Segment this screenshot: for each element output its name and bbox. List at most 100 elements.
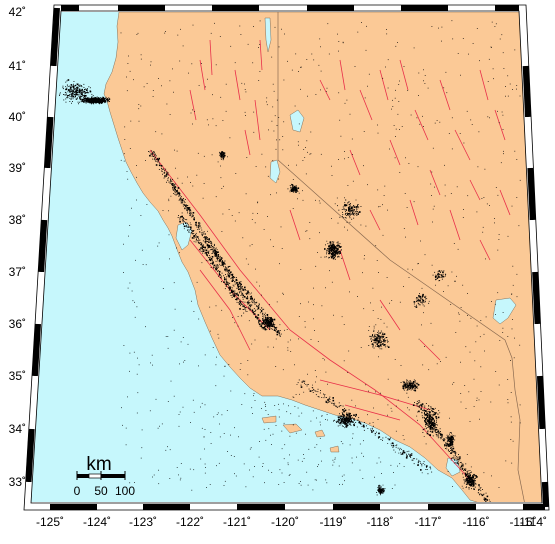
earthquake-event — [403, 383, 405, 385]
earthquake-event — [512, 440, 514, 442]
earthquake-event — [261, 322, 262, 324]
earthquake-event — [101, 97, 103, 99]
earthquake-event — [292, 189, 294, 191]
earthquake-event — [302, 199, 304, 201]
earthquake-event — [489, 501, 490, 502]
earthquake-event — [70, 84, 73, 86]
earthquake-event — [448, 440, 449, 442]
earthquake-event — [81, 99, 83, 101]
earthquake-event — [214, 249, 215, 251]
earthquake-event — [269, 319, 270, 320]
earthquake-event — [497, 249, 499, 251]
earthquake-event — [357, 204, 359, 205]
earthquake-event — [444, 444, 446, 445]
earthquake-event — [336, 249, 338, 251]
earthquake-event — [400, 365, 402, 366]
earthquake-event — [400, 452, 402, 454]
earthquake-event — [230, 45, 232, 47]
earthquake-event — [447, 471, 449, 472]
earthquake-event — [66, 84, 68, 86]
earthquake-event — [188, 226, 189, 228]
earthquake-event — [347, 212, 348, 214]
earthquake-event — [262, 318, 263, 319]
earthquake-event — [168, 198, 170, 200]
earthquake-event — [62, 85, 64, 87]
earthquake-event — [302, 190, 303, 192]
earthquake-event — [472, 483, 474, 485]
earthquake-event — [377, 335, 380, 337]
earthquake-event — [384, 490, 385, 492]
earthquake-event — [198, 239, 200, 241]
earthquake-event — [196, 174, 198, 176]
earthquake-event — [190, 224, 192, 226]
earthquake-event — [427, 420, 429, 422]
earthquake-event — [438, 433, 440, 435]
earthquake-event — [380, 490, 382, 492]
earthquake-event — [382, 491, 384, 493]
earthquake-event — [405, 387, 407, 389]
earthquake-event — [453, 462, 455, 464]
earthquake-event — [238, 295, 239, 297]
earthquake-event — [134, 301, 135, 303]
earthquake-event — [222, 151, 224, 153]
earthquake-event — [340, 423, 342, 425]
earthquake-event — [249, 306, 251, 308]
earthquake-event — [250, 298, 252, 300]
earthquake-event — [268, 323, 270, 325]
earthquake-event — [349, 208, 351, 210]
earthquake-event — [335, 252, 337, 254]
earthquake-event — [471, 482, 472, 484]
earthquake-event — [402, 381, 404, 383]
earthquake-event — [373, 407, 374, 409]
earthquake-event — [91, 100, 93, 102]
earthquake-event — [438, 435, 440, 437]
earthquake-event — [335, 246, 337, 248]
earthquake-event — [378, 437, 379, 439]
earthquake-event — [108, 99, 110, 100]
earthquake-event — [265, 328, 266, 330]
earthquake-event — [257, 213, 258, 214]
earthquake-event — [418, 300, 420, 302]
earthquake-event — [100, 97, 102, 99]
earthquake-event — [332, 253, 333, 255]
earthquake-event — [476, 400, 478, 401]
earthquake-event — [263, 317, 265, 319]
earthquake-event — [242, 309, 244, 310]
earthquake-event — [217, 270, 218, 272]
earthquake-event — [244, 286, 246, 289]
earthquake-event — [404, 385, 406, 387]
earthquake-event — [424, 413, 426, 415]
earthquake-event — [301, 381, 303, 383]
earthquake-event — [200, 250, 202, 252]
earthquake-event — [421, 287, 423, 289]
earthquake-event — [428, 405, 430, 407]
earthquake-event — [402, 387, 404, 389]
earthquake-event — [235, 277, 237, 278]
earthquake-event — [225, 274, 226, 275]
earthquake-event — [416, 300, 417, 302]
earthquake-event — [474, 474, 476, 476]
earthquake-event — [323, 397, 325, 399]
earthquake-event — [363, 425, 365, 428]
earthquake-event — [474, 489, 475, 490]
earthquake-event — [216, 264, 218, 266]
earthquake-event — [411, 385, 413, 387]
earthquake-event — [346, 212, 348, 214]
earthquake-event — [152, 155, 154, 157]
earthquake-event — [83, 102, 85, 103]
earthquake-event — [197, 241, 199, 243]
earthquake-event — [184, 199, 186, 200]
earthquake-event — [332, 252, 333, 254]
earthquake-event — [471, 488, 472, 490]
earthquake-event — [453, 435, 454, 437]
earthquake-event — [214, 253, 215, 254]
earthquake-event — [180, 217, 182, 219]
earthquake-event — [229, 292, 231, 294]
earthquake-event — [246, 297, 249, 300]
earthquake-event — [174, 192, 176, 194]
earthquake-event — [205, 467, 206, 468]
earthquake-event — [72, 95, 74, 98]
earthquake-event — [243, 296, 246, 298]
earthquake-event — [453, 450, 454, 452]
earthquake-event — [429, 424, 430, 426]
